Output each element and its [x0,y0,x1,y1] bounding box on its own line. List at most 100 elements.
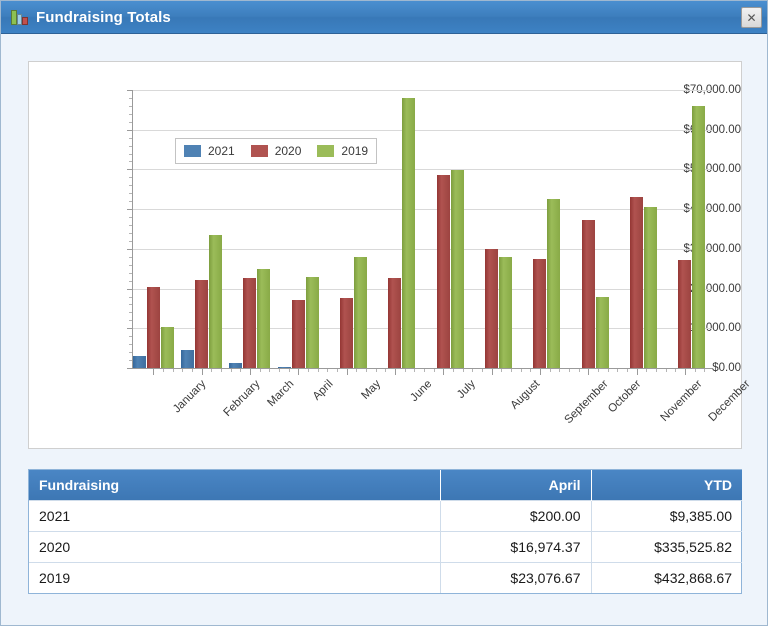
gridline [133,248,713,250]
y-axis-minor-tick [129,145,132,147]
bar-2020-november[interactable] [630,196,643,368]
table-column-header-fundraising[interactable]: Fundraising [29,470,441,501]
x-axis-label-january: January [171,378,209,416]
table-row[interactable]: 2021 $200.00 $9,385.00 [29,500,742,532]
y-axis-minor-tick [129,185,132,187]
y-axis-minor-tick [129,105,132,107]
legend-item-2019[interactable]: 2019 [317,144,368,158]
bar-2020-january[interactable] [146,286,160,368]
legend-swatch-2021 [184,145,201,157]
x-axis-minor-tick [568,369,570,372]
y-axis-tick [127,368,132,369]
x-axis-minor-tick [317,369,319,372]
x-axis-label-february: February [220,378,263,420]
legend-item-2021[interactable]: 2021 [184,144,235,158]
x-axis-label-may: May [358,378,383,402]
y-axis-minor-tick [129,280,132,282]
bar-2020-december[interactable] [678,260,692,368]
gridline [133,90,713,91]
x-axis-label-september: September [562,378,611,427]
close-icon[interactable]: ✕ [741,7,762,28]
bar-2019-june[interactable] [402,97,416,368]
x-axis-minor-tick [578,369,580,372]
y-axis-minor-tick [129,312,132,314]
y-axis-minor-tick [129,97,132,99]
x-axis-minor-tick [230,369,232,372]
y-axis-minor-tick [129,232,132,234]
x-axis-label-november: November [658,378,705,425]
bar-2019-december[interactable] [692,105,706,368]
bar-2019-september[interactable] [547,199,561,368]
x-axis-minor-tick [694,369,696,372]
y-axis-minor-tick [129,161,132,163]
x-axis-tick [153,369,155,375]
x-axis-minor-tick [510,369,512,372]
y-axis-tick-label: $0.00 [712,362,741,374]
x-axis-minor-tick [278,369,280,372]
y-axis-minor-tick [129,304,132,306]
bar-2019-may[interactable] [354,256,367,368]
bar-2020-june[interactable] [388,277,402,368]
bar-2020-may[interactable] [340,297,353,368]
table-cell: $335,525.82 [591,531,742,563]
table-row[interactable]: 2019 $23,076.67 $432,868.67 [29,562,742,593]
y-axis-minor-tick [129,360,132,362]
legend-item-2020[interactable]: 2020 [250,144,301,158]
bar-2020-april[interactable] [291,300,305,368]
table-cell: 2019 [29,562,441,593]
y-axis-minor-tick [129,272,132,274]
y-axis-minor-tick [129,177,132,179]
bar-2021-march[interactable] [229,362,243,368]
gridline [133,288,713,290]
x-axis-minor-tick [375,369,377,372]
gridline [133,328,713,330]
plot-area [132,90,713,368]
bar-2019-november[interactable] [644,207,657,368]
bar-2020-september[interactable] [533,259,547,368]
bar-2020-march[interactable] [243,277,257,368]
bar-2020-august[interactable] [485,249,498,368]
x-axis-minor-tick [481,369,483,372]
bar-2021-april[interactable] [277,367,291,368]
x-axis-minor-tick [646,369,648,372]
x-axis-tick [636,369,638,375]
x-axis-label-july: July [455,378,479,401]
table-column-header-april[interactable]: April [440,470,592,501]
bar-2019-february[interactable] [209,235,222,368]
chart-legend: 2021 2020 2019 [175,138,378,164]
x-axis-tick [491,369,493,375]
x-axis-label-december: December [706,378,753,425]
bar-2019-april[interactable] [305,276,319,368]
x-axis-minor-tick [665,369,667,372]
bar-2019-august[interactable] [499,256,512,368]
bar-2019-january[interactable] [160,326,174,368]
x-axis-minor-tick [240,369,242,372]
x-axis-minor-tick [259,369,261,372]
table-column-header-ytd[interactable]: YTD [591,470,742,501]
x-axis-minor-tick [433,369,435,372]
x-axis-minor-tick [472,369,474,372]
x-axis-tick [588,369,590,375]
bar-2019-july[interactable] [450,170,464,368]
y-axis-minor-tick [129,121,132,123]
y-axis-minor-tick [129,352,132,354]
bar-2019-october[interactable] [595,296,609,368]
x-axis-minor-tick [385,369,387,372]
bar-2020-february[interactable] [195,280,208,368]
gridline [133,169,713,171]
bar-2020-july[interactable] [436,175,450,368]
x-axis-tick [394,369,396,375]
x-axis-line [132,368,713,369]
x-axis-label-march: March [265,378,297,410]
x-axis-tick [443,369,445,375]
chart-panel: $70,000.00 $60,000.00 $50,000.00 $40,000.00… [28,61,752,449]
bar-2021-january[interactable] [132,356,146,368]
table-row[interactable]: 2020 $16,974.37 $335,525.82 [29,531,742,563]
bar-2020-october[interactable] [581,219,595,368]
y-axis-minor-tick [129,225,132,227]
x-axis-minor-tick [307,369,309,372]
bar-chart-icon [11,8,29,26]
bar-2019-march[interactable] [257,268,271,368]
bar-2021-february[interactable] [181,349,194,368]
x-axis-minor-tick [462,369,464,372]
